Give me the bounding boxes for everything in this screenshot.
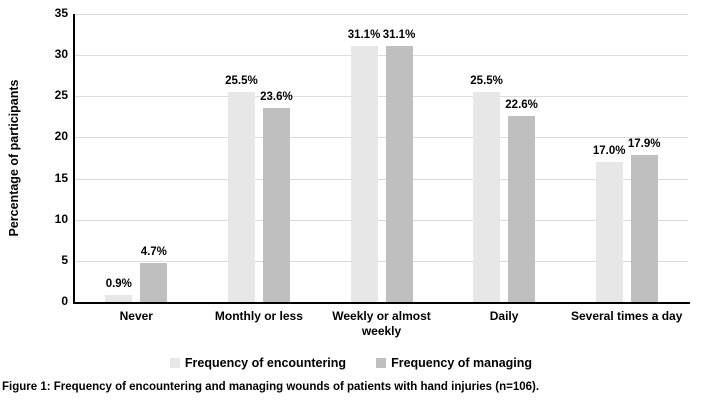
legend-swatch: [376, 358, 387, 368]
bar-value-label: 25.5%: [225, 75, 258, 88]
gridline: [75, 96, 688, 98]
legend-swatch: [169, 358, 180, 368]
bar-value-label: 22.6%: [505, 99, 538, 111]
y-tick-label: 20: [54, 129, 68, 144]
bar: [227, 92, 255, 302]
legend-item: Frequency of managing: [376, 356, 532, 370]
bar: [473, 92, 501, 302]
legend: Frequency of encountering Frequency of ma…: [0, 356, 702, 370]
y-axis-line: [73, 14, 75, 304]
bar: [140, 263, 168, 302]
bar-value-label: 17.0%: [592, 145, 626, 158]
y-tick-label: 25: [54, 88, 68, 103]
x-category-label: Daily: [489, 309, 519, 323]
gridline: [75, 178, 688, 180]
bar-value-label: 0.9%: [105, 277, 132, 290]
bar: [350, 46, 378, 302]
y-tick-label: 10: [54, 211, 68, 226]
x-category-label: Several times a day: [570, 309, 683, 323]
gridline: [75, 219, 688, 221]
gridline: [75, 260, 688, 262]
legend-label: Frequency of managing: [391, 356, 533, 370]
bar: [595, 162, 623, 302]
gridline: [75, 14, 688, 15]
bar: [105, 294, 133, 302]
y-tick-label: 15: [54, 170, 68, 185]
legend-label: Frequency of encountering: [184, 356, 347, 370]
bar: [385, 46, 413, 302]
y-tick-label: 5: [61, 252, 68, 267]
bar: [508, 116, 536, 302]
bar-value-label: 23.6%: [260, 90, 293, 103]
x-category-label: Weekly or almost weekly: [332, 309, 431, 338]
bar: [630, 154, 658, 302]
figure-caption: Figure 1: Frequency of encountering and …: [2, 381, 540, 393]
bar-value-label: 4.7%: [140, 246, 167, 259]
x-axis-line: [73, 302, 690, 304]
y-tick-label: 30: [54, 47, 68, 62]
x-category-label: Monthly or less: [214, 309, 303, 323]
bar-value-label: 25.5%: [470, 75, 503, 88]
y-tick-label: 0: [61, 294, 68, 308]
bar-value-label: 17.9%: [627, 137, 661, 150]
bar-value-label: 31.1%: [347, 29, 381, 42]
gridline: [75, 137, 688, 139]
x-category-label: Never: [119, 309, 153, 323]
bar: [262, 107, 290, 302]
bar-value-label: 31.1%: [382, 29, 416, 42]
gridline: [75, 55, 688, 57]
y-axis-title: Percentage of participants: [7, 79, 21, 237]
y-tick-label: 35: [54, 6, 68, 20]
legend-item: Frequency of encountering: [169, 356, 347, 370]
